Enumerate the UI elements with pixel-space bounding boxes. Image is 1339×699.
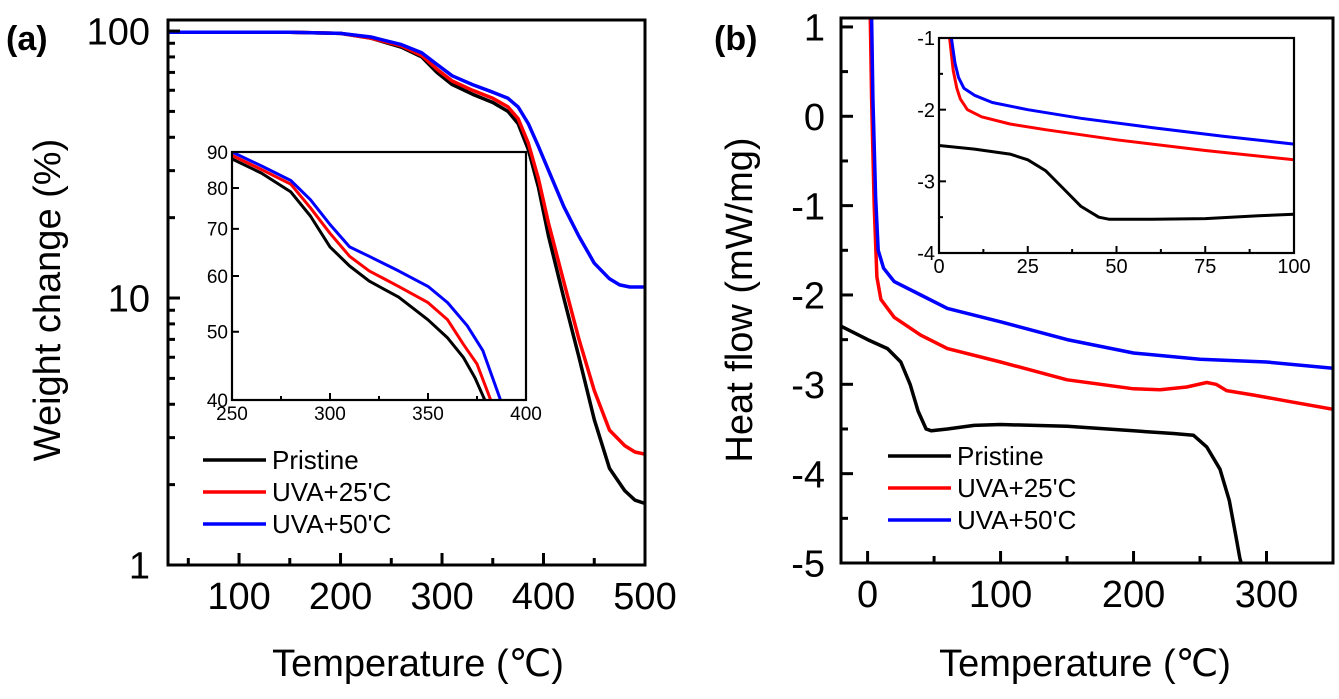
b-inset-y-tick-label: -3: [917, 172, 935, 194]
a-inset-x-tick-label: 400: [510, 404, 542, 425]
x-axis-title-b: Temperature (℃): [939, 643, 1231, 685]
a-inset-y-tick-label: 60: [207, 267, 228, 288]
a-legend-label-pristine: Pristine: [272, 445, 359, 475]
y-axis-title-b: Heat flow (mW/mg): [719, 137, 761, 462]
a-inset-y-tick-label: 80: [207, 179, 228, 200]
b-legend-label-uva-25-c: UVA+25'C: [957, 473, 1076, 503]
b-inset-x-tick-label: 50: [1105, 256, 1127, 278]
b-inset-series-uva-25-c: [948, 38, 1294, 162]
a-inset-x-tick-label: 350: [412, 404, 444, 425]
b-main-x-tick-label: 0: [857, 574, 878, 616]
b-inset-x-tick-label: 100: [1277, 256, 1310, 278]
b-inset-series-pristine: [939, 144, 1294, 221]
inset-plot-a: 250 300 350 400 40 50 60 70 80 90: [207, 143, 542, 425]
a-inset-y-tick-label: 90: [207, 143, 228, 164]
a-main-y-tick-label: 1: [129, 546, 150, 588]
a-legend-label-uva-25-c: UVA+25'C: [272, 477, 391, 507]
panel-label-a: (a): [6, 20, 48, 58]
b-inset-x-tick-label: 0: [933, 256, 944, 278]
inset-plot-b: 0 25 50 75 100 -4 -3 -2 -1: [917, 28, 1310, 278]
a-main-x-tick-label: 400: [512, 576, 575, 618]
a-inset-series-pristine: [232, 157, 487, 400]
panel-a: (a) Weight change (%) Temperature (℃) 10…: [6, 12, 677, 685]
a-main-y-tick-label: 100: [87, 12, 150, 54]
x-axis-title-a: Temperature (℃): [272, 643, 564, 685]
b-main-y-tick-label: -4: [791, 454, 825, 496]
panel-b: (b) Heat flow (mW/mg) Temperature (℃) 0 1…: [714, 8, 1335, 685]
a-inset-y-tick-label: 50: [207, 323, 228, 344]
panel-label-b: (b): [714, 20, 757, 58]
a-legend-label-uva-50-c: UVA+50'C: [272, 509, 391, 539]
b-main-y-tick-label: -2: [791, 276, 825, 318]
b-main-series-uva-50-c: [869, 18, 1333, 370]
b-main-y-tick-label: -5: [791, 544, 825, 586]
b-inset-y-tick-label: -4: [917, 243, 935, 265]
a-main-x-tick-label: 100: [207, 576, 270, 618]
b-main-x-tick-label: 200: [1102, 574, 1165, 616]
a-main-frame: [166, 18, 647, 567]
a-inset-y-tick-label: 40: [207, 391, 228, 412]
a-main-x-tick-label: 300: [410, 576, 473, 618]
a-main-x-tick-label: 200: [309, 576, 372, 618]
b-main-series-pristine: [841, 324, 1243, 563]
b-main-series-uva-25-c: [868, 18, 1333, 412]
b-main-y-tick-label: 0: [804, 97, 825, 139]
b-inset-series-uva-50-c: [949, 38, 1294, 146]
b-main-frame: [839, 16, 1335, 565]
a-main-x-tick-label: 500: [613, 576, 676, 618]
y-axis-title-a: Weight change (%): [27, 139, 69, 461]
a-inset-x-tick-label: 250: [216, 404, 248, 425]
a-inset-x-tick-label: 300: [314, 404, 346, 425]
b-inset-y-tick-label: -1: [917, 28, 935, 50]
b-main-y-tick-label: -3: [791, 365, 825, 407]
a-inset-series-uva-50-c: [232, 152, 502, 400]
a-main-series-uva-50-c: [168, 30, 645, 289]
a-inset-y-tick-label: 70: [207, 220, 228, 241]
b-main-y-tick-label: 1: [804, 8, 825, 50]
b-main-x-tick-label: 100: [969, 574, 1032, 616]
b-inset-x-tick-label: 75: [1194, 256, 1216, 278]
a-inset-series-uva-25-c: [232, 153, 493, 400]
b-inset-y-tick-label: -2: [917, 100, 935, 122]
b-main-y-tick-label: -1: [791, 186, 825, 228]
plot-area-a: 100 200 300 400 500 1 10 100: [87, 12, 677, 618]
plot-area-b: 0 100 200 300 -5 -4 -3 -2 -1 0 1: [791, 8, 1335, 616]
a-main-y-tick-label: 10: [108, 279, 150, 321]
b-inset-x-tick-label: 25: [1017, 256, 1039, 278]
b-legend-label-uva-50-c: UVA+50'C: [957, 505, 1076, 535]
b-legend-label-pristine: Pristine: [957, 441, 1044, 471]
b-main-x-tick-label: 300: [1235, 574, 1298, 616]
